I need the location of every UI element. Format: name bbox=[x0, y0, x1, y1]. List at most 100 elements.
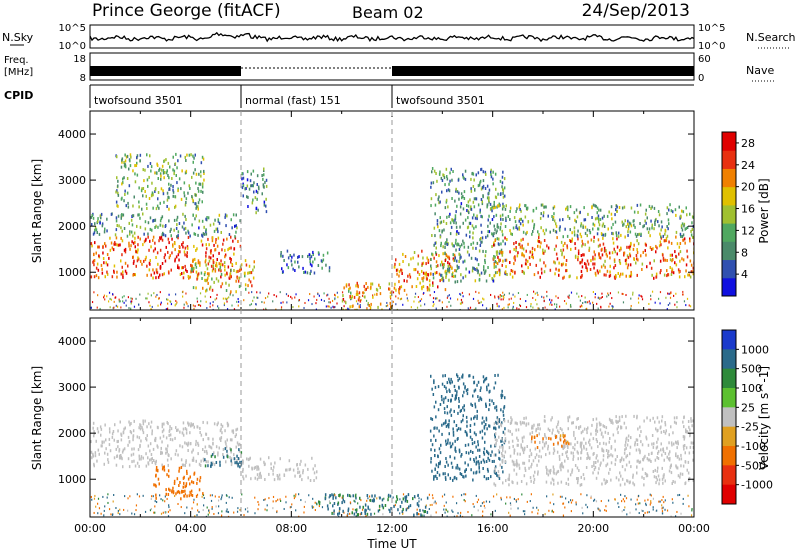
power-speck bbox=[198, 303, 201, 306]
power-speck bbox=[686, 297, 689, 300]
velocity-cell bbox=[607, 455, 609, 459]
power-cell bbox=[452, 170, 454, 173]
power-speck bbox=[331, 299, 334, 302]
power-cell bbox=[444, 206, 447, 210]
velocity-cell bbox=[692, 458, 694, 462]
power-cell bbox=[388, 287, 391, 291]
power-cell bbox=[125, 155, 128, 159]
power-cell bbox=[158, 239, 160, 243]
power-cell bbox=[470, 189, 473, 193]
power-cell bbox=[205, 263, 207, 267]
velocity-cell bbox=[174, 452, 177, 456]
velocity-cell bbox=[473, 380, 476, 384]
velocity-speck bbox=[98, 507, 101, 510]
power-speck bbox=[135, 297, 137, 300]
power-cell bbox=[620, 246, 622, 250]
power-cell bbox=[154, 226, 156, 229]
velocity-cell bbox=[242, 475, 244, 479]
power-cell bbox=[678, 275, 681, 279]
velocity-cell bbox=[556, 450, 559, 454]
power-cell bbox=[124, 189, 126, 193]
velocity-cell bbox=[511, 459, 514, 463]
power-cell bbox=[246, 184, 249, 188]
power-cell bbox=[250, 172, 252, 176]
power-speck bbox=[611, 307, 614, 310]
power-cell bbox=[493, 274, 496, 278]
power-cell bbox=[226, 214, 228, 218]
velocity-cell bbox=[485, 402, 487, 406]
power-speck bbox=[280, 308, 283, 310]
power-cell bbox=[455, 225, 458, 229]
velocity-cell bbox=[595, 438, 598, 441]
velocity-cell bbox=[513, 448, 516, 452]
power-cell bbox=[532, 230, 534, 233]
power-cell bbox=[121, 182, 123, 186]
freq-tick-bottom: 8 bbox=[80, 73, 86, 84]
power-cell bbox=[129, 153, 132, 157]
velocity-cell bbox=[619, 471, 621, 475]
power-cell bbox=[491, 277, 493, 280]
power-cell bbox=[511, 232, 513, 236]
power-cell bbox=[342, 308, 344, 310]
power-speck bbox=[369, 308, 371, 310]
power-speck bbox=[182, 295, 184, 298]
power-cell bbox=[432, 272, 434, 276]
power-cell bbox=[355, 293, 358, 296]
velocity-cell bbox=[327, 507, 329, 511]
power-cell bbox=[471, 172, 473, 176]
velocity-cell bbox=[620, 426, 623, 430]
power-cell bbox=[203, 232, 206, 236]
power-speck bbox=[103, 294, 106, 297]
power-cell bbox=[184, 246, 187, 250]
velocity-cell bbox=[501, 394, 504, 398]
velocity-cell bbox=[168, 487, 170, 491]
velocity-cell bbox=[460, 473, 463, 476]
power-cell bbox=[500, 217, 502, 221]
power-cell bbox=[317, 251, 320, 255]
velocity-cell bbox=[528, 454, 531, 458]
power-cell bbox=[149, 216, 152, 220]
velocity-cell bbox=[648, 452, 650, 456]
power-cell bbox=[152, 235, 155, 239]
power-cell bbox=[452, 253, 454, 257]
velocity-cell bbox=[465, 451, 468, 455]
velocity-cell bbox=[567, 427, 569, 431]
power-speck bbox=[165, 308, 167, 310]
velocity-speck bbox=[117, 509, 119, 512]
velocity-cell bbox=[669, 456, 671, 460]
velocity-cell bbox=[187, 442, 190, 446]
nsky-trace bbox=[89, 31, 695, 43]
power-cell bbox=[579, 261, 581, 265]
power-cell bbox=[294, 269, 296, 272]
velocity-speck bbox=[510, 507, 512, 510]
velocity-cell bbox=[455, 396, 457, 400]
velocity-cell bbox=[597, 445, 599, 449]
power-speck bbox=[525, 306, 528, 309]
power-cell bbox=[691, 215, 694, 219]
power-cell bbox=[141, 207, 143, 211]
velocity-cell bbox=[516, 462, 519, 466]
power-speck bbox=[478, 302, 480, 305]
power-cell bbox=[564, 227, 566, 231]
velocity-speck bbox=[312, 497, 314, 500]
velocity-cell bbox=[580, 431, 583, 435]
power-cell bbox=[185, 197, 188, 201]
velocity-speck bbox=[517, 498, 519, 501]
power-speck bbox=[139, 293, 141, 296]
velocity-speck bbox=[347, 513, 349, 516]
velocity-cell bbox=[225, 442, 227, 446]
power-cell bbox=[238, 276, 241, 280]
velocity-cell bbox=[97, 448, 100, 452]
power-cell bbox=[201, 233, 203, 237]
velocity-cell bbox=[462, 418, 464, 422]
power-cell bbox=[157, 275, 160, 279]
power-cell bbox=[211, 239, 214, 243]
velocity-speck bbox=[298, 515, 300, 517]
power-cell bbox=[116, 189, 118, 193]
velocity-cell bbox=[397, 508, 399, 512]
velocity-cell bbox=[234, 435, 237, 438]
velocity-cell bbox=[564, 459, 566, 463]
velocity-cell bbox=[197, 443, 200, 447]
power-cell bbox=[422, 285, 425, 289]
velocity-cell bbox=[207, 437, 210, 441]
